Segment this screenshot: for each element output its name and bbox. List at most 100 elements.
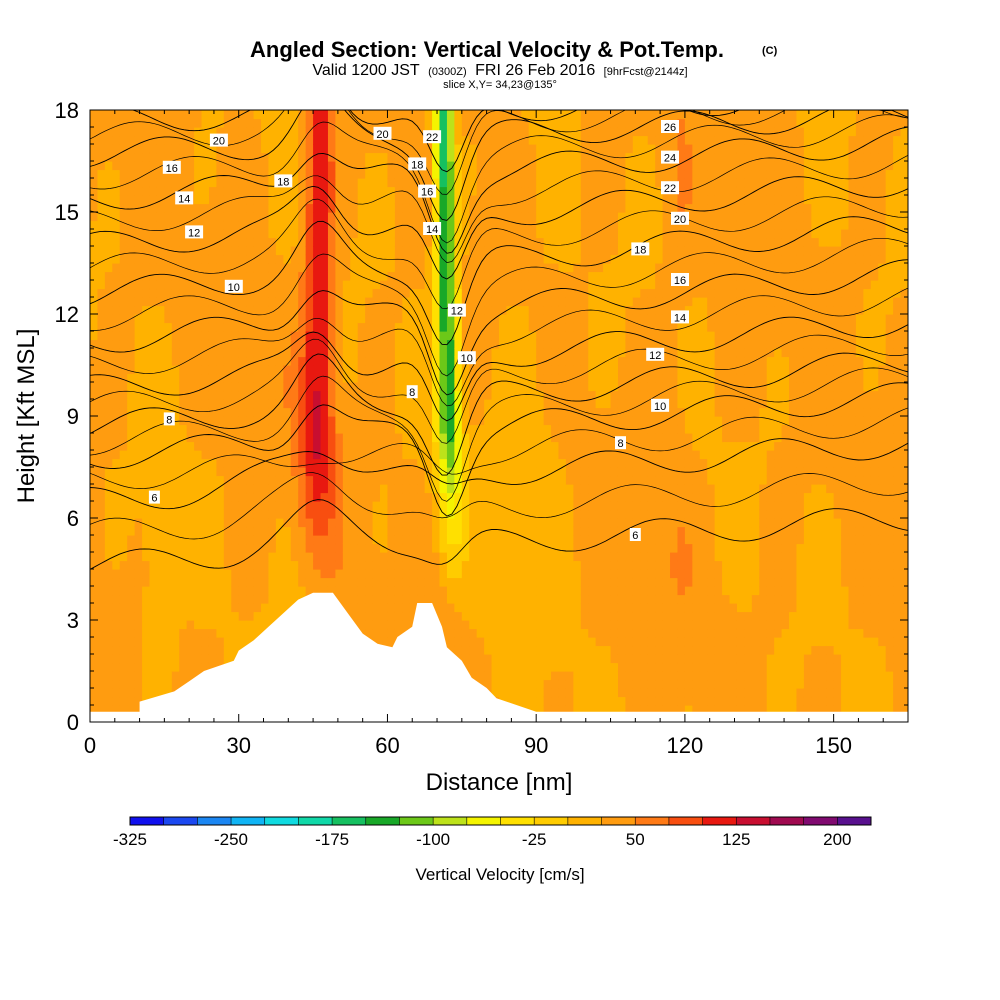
field-cell	[179, 178, 188, 188]
field-cell	[469, 458, 478, 468]
field-cell	[365, 467, 374, 477]
field-cell	[446, 169, 455, 179]
field-cell	[327, 263, 336, 273]
field-cell	[350, 577, 359, 587]
field-cell	[327, 509, 336, 519]
field-cell	[521, 314, 530, 324]
field-cell	[342, 509, 351, 519]
field-cell	[134, 110, 143, 120]
field-cell	[365, 492, 374, 502]
field-cell	[268, 390, 277, 400]
field-cell	[380, 560, 389, 570]
field-cell	[171, 144, 180, 154]
field-cell	[499, 416, 508, 426]
field-cell	[439, 195, 448, 205]
field-cell	[313, 152, 322, 162]
field-cell	[446, 110, 455, 120]
field-cell	[305, 348, 314, 358]
field-cell	[573, 186, 582, 196]
field-cell	[231, 484, 240, 494]
field-cell	[127, 186, 136, 196]
field-cell	[543, 662, 552, 672]
field-cell	[223, 416, 232, 426]
field-cell	[350, 611, 359, 621]
field-cell	[238, 475, 247, 485]
field-cell	[246, 594, 255, 604]
field-cell	[558, 297, 567, 307]
field-cell	[97, 229, 106, 239]
field-cell	[387, 280, 396, 290]
field-cell	[104, 229, 113, 239]
field-cell	[261, 424, 270, 434]
field-cell	[342, 127, 351, 137]
field-cell	[439, 280, 448, 290]
field-cell	[238, 365, 247, 375]
field-cell	[104, 220, 113, 230]
field-cell	[179, 212, 188, 222]
field-cell	[179, 382, 188, 392]
field-cell	[283, 169, 292, 179]
field-cell	[506, 339, 515, 349]
field-cell	[290, 484, 299, 494]
field-cell	[394, 314, 403, 324]
field-cell	[171, 237, 180, 247]
field-cell	[536, 144, 545, 154]
field-cell	[275, 424, 284, 434]
field-cell	[342, 586, 351, 596]
field-cell	[201, 356, 210, 366]
field-cell	[454, 518, 463, 528]
field-cell	[565, 705, 574, 715]
field-cell	[290, 577, 299, 587]
field-cell	[327, 475, 336, 485]
field-cell	[320, 169, 329, 179]
field-cell	[417, 424, 426, 434]
field-cell	[380, 543, 389, 553]
field-cell	[246, 339, 255, 349]
field-cell	[424, 569, 433, 579]
field-cell	[417, 560, 426, 570]
field-cell	[439, 178, 448, 188]
field-cell	[469, 288, 478, 298]
field-cell	[580, 424, 589, 434]
field-cell	[521, 135, 530, 145]
field-cell	[127, 645, 136, 655]
field-cell	[216, 526, 225, 536]
field-cell	[461, 382, 470, 392]
field-cell	[238, 135, 247, 145]
field-cell	[186, 322, 195, 332]
field-cell	[513, 135, 522, 145]
field-cell	[573, 220, 582, 230]
field-cell	[119, 220, 128, 230]
field-cell	[231, 220, 240, 230]
field-cell	[313, 543, 322, 553]
field-cell	[409, 280, 418, 290]
field-cell	[186, 331, 195, 341]
field-cell	[171, 314, 180, 324]
field-cell	[90, 390, 99, 400]
field-cell	[164, 535, 173, 545]
field-cell	[461, 152, 470, 162]
field-cell	[380, 297, 389, 307]
field-cell	[387, 611, 396, 621]
field-cell	[484, 603, 493, 613]
field-cell	[424, 356, 433, 366]
field-cell	[446, 501, 455, 511]
field-cell	[513, 679, 522, 689]
field-cell	[484, 450, 493, 460]
field-cell	[97, 603, 106, 613]
field-cell	[97, 297, 106, 307]
field-cell	[454, 322, 463, 332]
field-cell	[469, 339, 478, 349]
field-cell	[573, 127, 582, 137]
field-cell	[573, 246, 582, 256]
field-cell	[342, 314, 351, 324]
field-cell	[461, 254, 470, 264]
field-cell	[491, 543, 500, 553]
field-cell	[536, 688, 545, 698]
field-cell	[127, 203, 136, 213]
field-cell	[261, 254, 270, 264]
field-cell	[491, 501, 500, 511]
field-cell	[402, 620, 411, 630]
field-cell	[580, 526, 589, 536]
field-cell	[208, 195, 218, 205]
